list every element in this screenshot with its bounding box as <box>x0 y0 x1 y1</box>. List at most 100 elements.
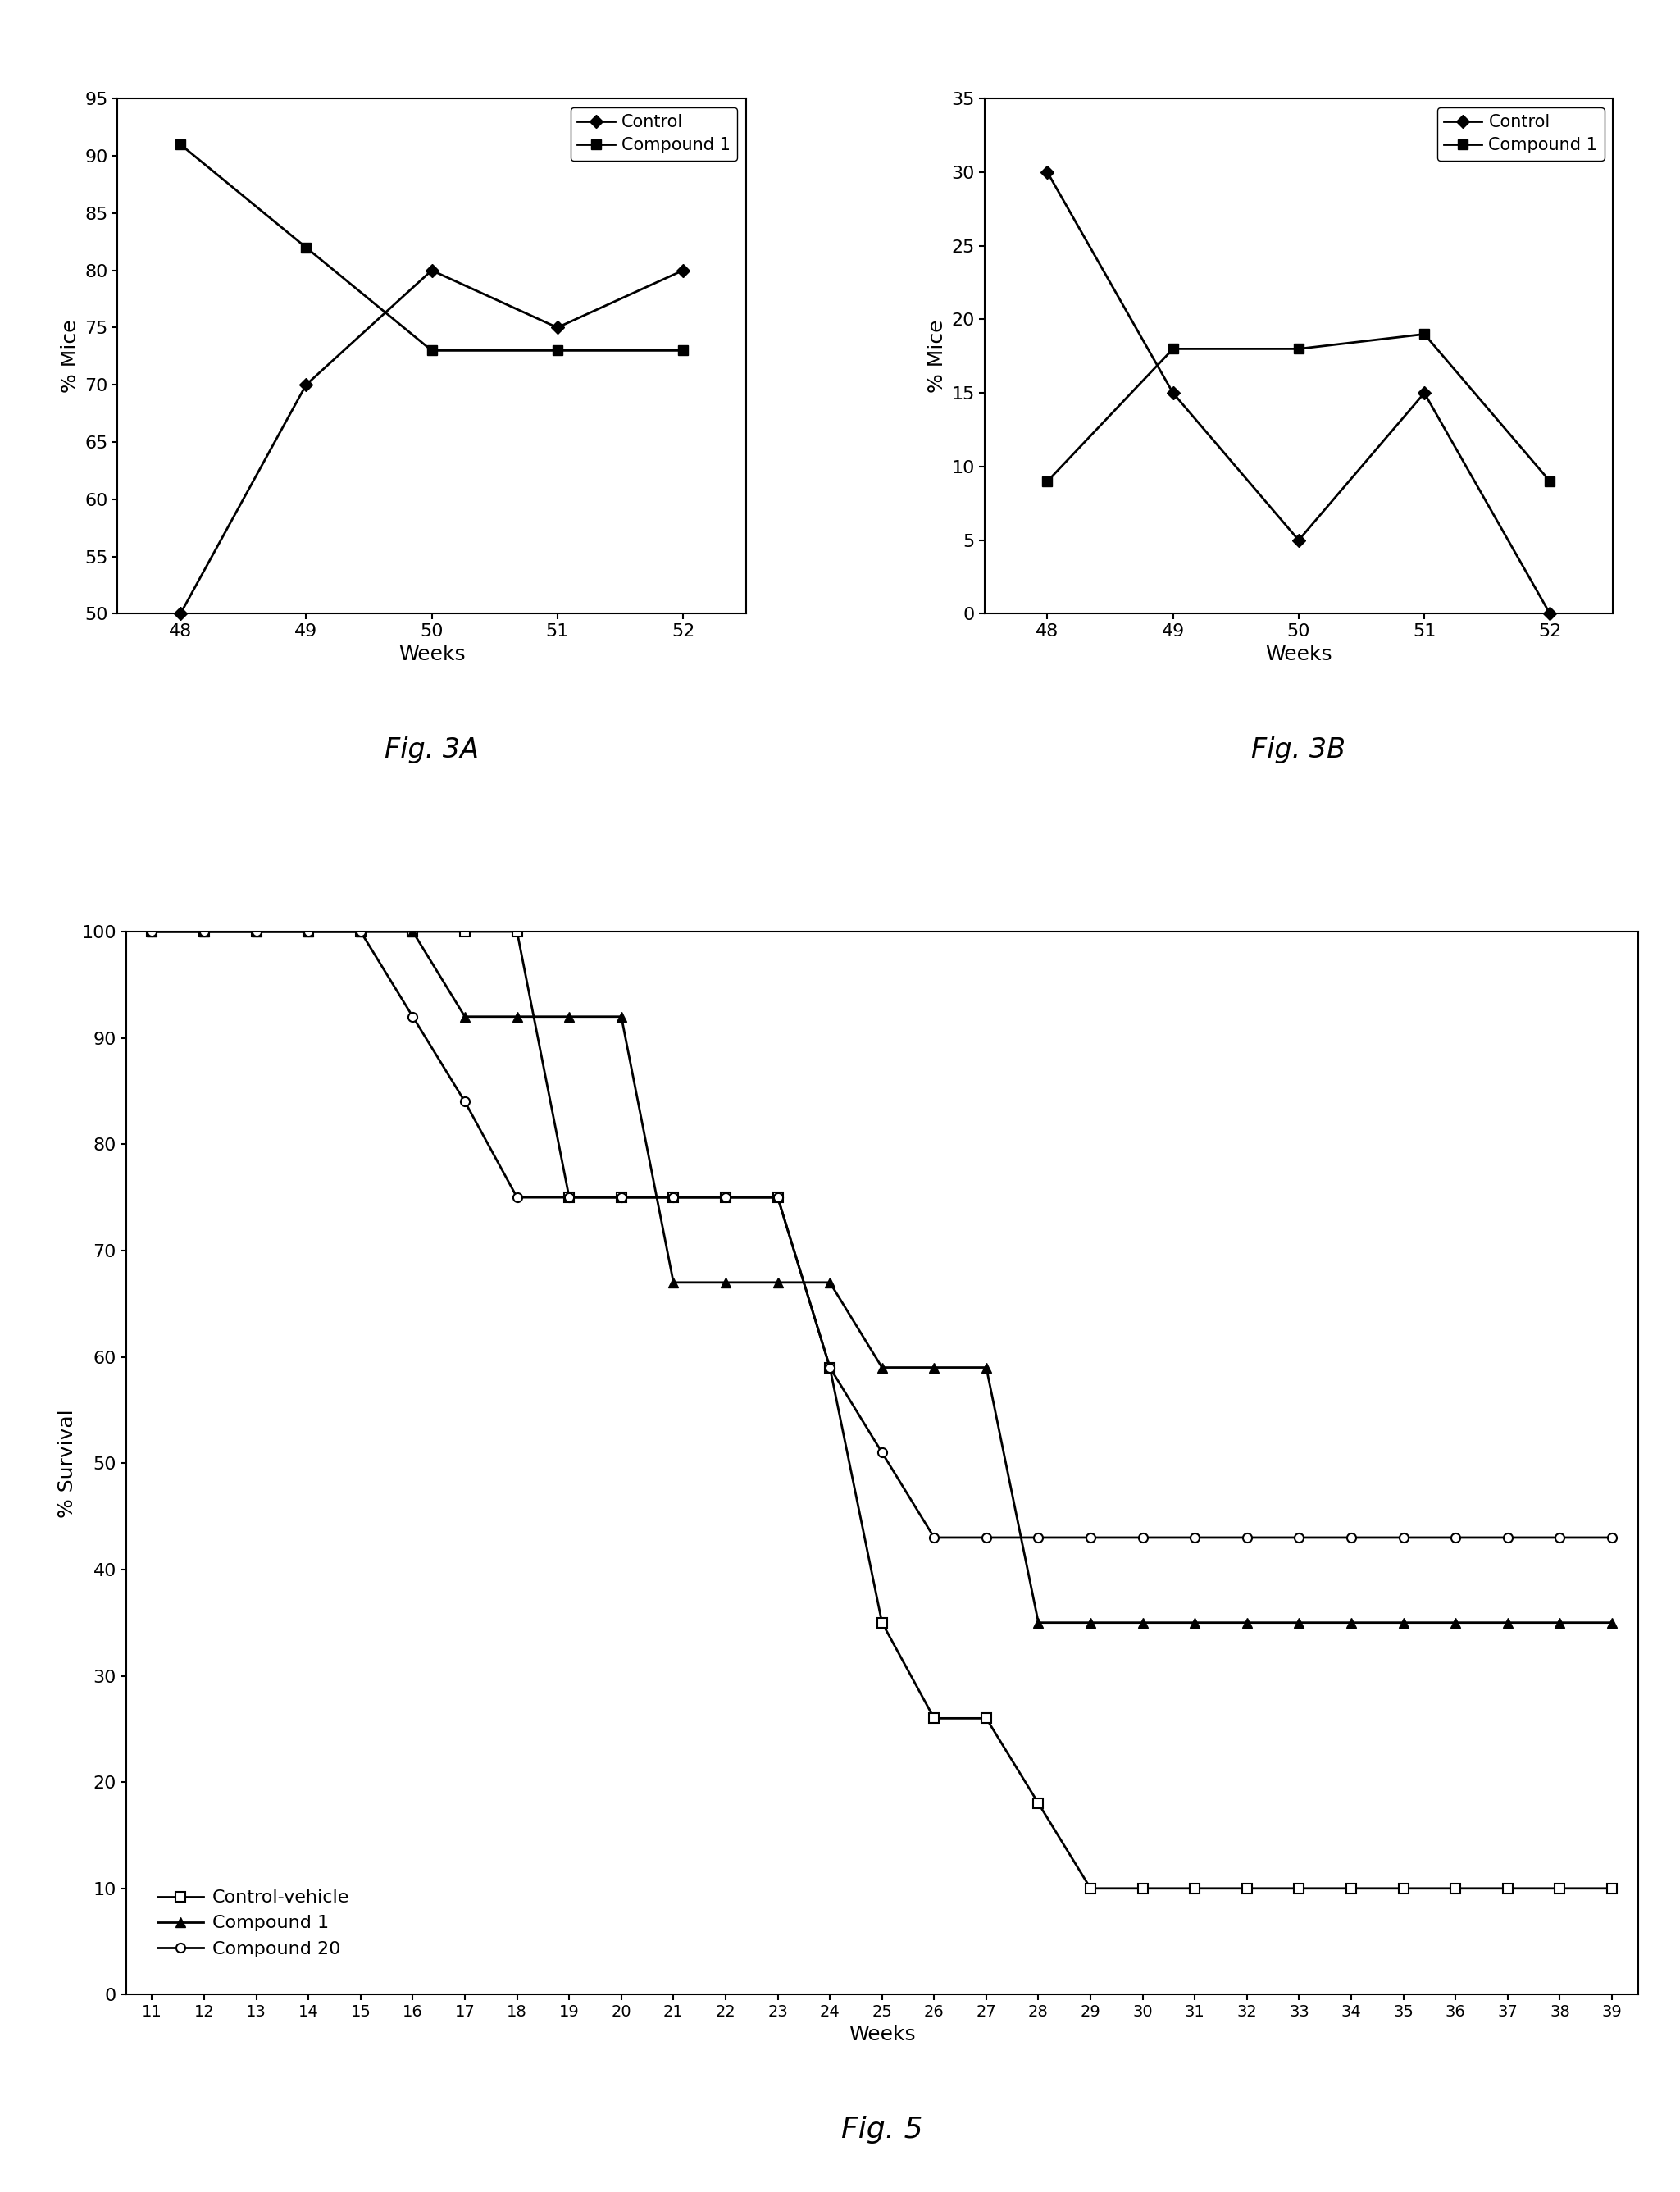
Compound 20 <box>1132 1523 1152 1550</box>
X-axis label: Weeks: Weeks <box>398 644 465 664</box>
Control-vehicle <box>1341 1876 1361 1903</box>
Compound 1 <box>1163 335 1183 362</box>
Compound 1 <box>1132 1609 1152 1635</box>
Line: Control-vehicle: Control-vehicle <box>148 927 1616 1894</box>
Control <box>1415 379 1435 406</box>
Compound 20 <box>507 1184 528 1210</box>
Control-vehicle <box>403 918 423 945</box>
Compound 20 <box>351 918 371 945</box>
Line: Compound 1: Compound 1 <box>176 140 687 355</box>
Control-vehicle <box>1028 1791 1048 1817</box>
Compound 20 <box>716 1184 736 1210</box>
Control <box>674 256 694 283</box>
Compound 20 <box>872 1440 892 1466</box>
Compound 1 <box>1541 469 1561 495</box>
Line: Control: Control <box>176 265 687 618</box>
Compound 20 <box>1497 1523 1517 1550</box>
Compound 1 <box>1549 1609 1569 1635</box>
Compound 20 <box>612 1184 632 1210</box>
Compound 1 <box>664 1269 684 1295</box>
Compound 1 <box>351 918 371 945</box>
Control-vehicle <box>820 1355 840 1381</box>
Legend: Control, Compound 1: Control, Compound 1 <box>570 107 738 160</box>
Control-vehicle <box>1289 1876 1309 1903</box>
Control-vehicle <box>143 918 163 945</box>
Legend: Control, Compound 1: Control, Compound 1 <box>1436 107 1604 160</box>
Compound 20 <box>1184 1523 1205 1550</box>
Compound 1 <box>559 1004 580 1030</box>
Control-vehicle <box>507 918 528 945</box>
Text: Fig. 3B: Fig. 3B <box>1252 737 1346 763</box>
Compound 1 <box>507 1004 528 1030</box>
Compound 1 <box>1289 335 1309 362</box>
Compound 20 <box>768 1184 788 1210</box>
Compound 20 <box>559 1184 580 1210</box>
Control-vehicle <box>299 918 319 945</box>
Y-axis label: % Mice: % Mice <box>60 320 81 392</box>
Control-vehicle <box>195 918 215 945</box>
X-axis label: Weeks: Weeks <box>848 2025 916 2045</box>
Text: Fig. 3A: Fig. 3A <box>385 737 479 763</box>
Control-vehicle <box>768 1184 788 1210</box>
Compound 20 <box>1236 1523 1257 1550</box>
Compound 20 <box>143 918 163 945</box>
Control-vehicle <box>559 1184 580 1210</box>
Compound 1 <box>422 338 442 364</box>
Compound 20 <box>1289 1523 1309 1550</box>
Line: Control: Control <box>1043 167 1554 618</box>
Control <box>1037 160 1057 186</box>
Compound 20 <box>247 918 267 945</box>
Compound 1 <box>716 1269 736 1295</box>
Compound 1 <box>1028 1609 1048 1635</box>
Line: Compound 1: Compound 1 <box>1043 329 1554 487</box>
Compound 20 <box>664 1184 684 1210</box>
Control-vehicle <box>976 1705 996 1732</box>
Compound 1 <box>924 1355 944 1381</box>
Compound 1 <box>1236 1609 1257 1635</box>
Control-vehicle <box>872 1609 892 1635</box>
Legend: Control-vehicle, Compound 1, Compound 20: Control-vehicle, Compound 1, Compound 20 <box>150 1883 356 1964</box>
Compound 20 <box>1549 1523 1569 1550</box>
Compound 20 <box>1445 1523 1465 1550</box>
Control-vehicle <box>612 1184 632 1210</box>
Compound 1 <box>195 918 215 945</box>
Compound 1 <box>1445 1609 1465 1635</box>
Compound 20 <box>924 1523 944 1550</box>
Compound 1 <box>1393 1609 1413 1635</box>
Control <box>1541 601 1561 627</box>
Compound 1 <box>455 1004 475 1030</box>
Control <box>1289 526 1309 552</box>
Control-vehicle <box>716 1184 736 1210</box>
Compound 20 <box>403 1004 423 1030</box>
Compound 1 <box>768 1269 788 1295</box>
Compound 1 <box>548 338 568 364</box>
Control-vehicle <box>1132 1876 1152 1903</box>
Control-vehicle <box>1601 1876 1621 1903</box>
Compound 1 <box>1289 1609 1309 1635</box>
Compound 1 <box>976 1355 996 1381</box>
Control-vehicle <box>1393 1876 1413 1903</box>
Control <box>1163 379 1183 406</box>
Compound 1 <box>820 1269 840 1295</box>
Control-vehicle <box>455 918 475 945</box>
Compound 1 <box>403 918 423 945</box>
Compound 20 <box>1601 1523 1621 1550</box>
Y-axis label: % Survival: % Survival <box>57 1409 77 1517</box>
Control-vehicle <box>664 1184 684 1210</box>
Compound 1 <box>1341 1609 1361 1635</box>
Compound 1 <box>247 918 267 945</box>
Compound 20 <box>820 1355 840 1381</box>
Compound 20 <box>1028 1523 1048 1550</box>
Text: Fig. 5: Fig. 5 <box>842 2115 922 2144</box>
Line: Compound 1: Compound 1 <box>146 927 1618 1629</box>
Compound 20 <box>1341 1523 1361 1550</box>
Compound 1 <box>1037 469 1057 495</box>
Compound 20 <box>1080 1523 1100 1550</box>
Compound 1 <box>143 918 163 945</box>
Control-vehicle <box>1497 1876 1517 1903</box>
Compound 1 <box>1184 1609 1205 1635</box>
Control <box>170 601 190 627</box>
Compound 1 <box>296 235 316 261</box>
Compound 1 <box>1601 1609 1621 1635</box>
Control <box>548 313 568 340</box>
